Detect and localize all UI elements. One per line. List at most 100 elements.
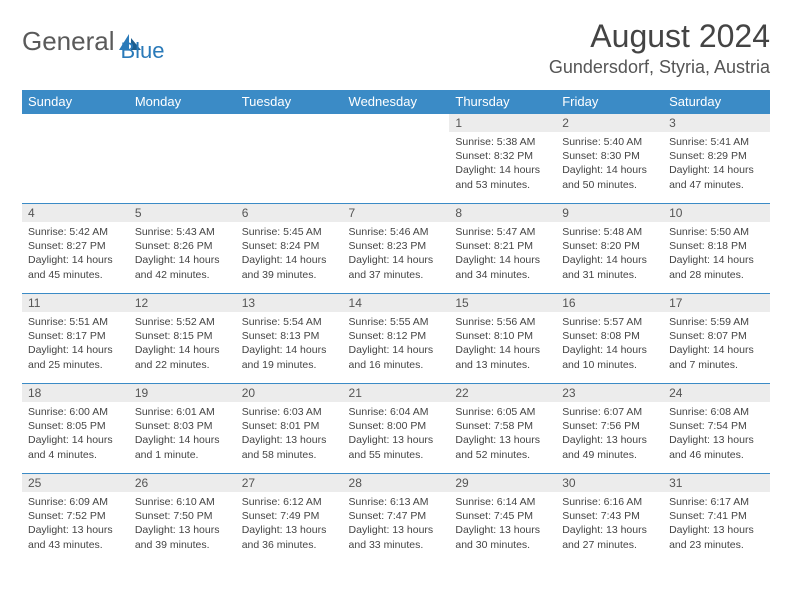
daylight-line: Daylight: 13 hours and 49 minutes. bbox=[562, 433, 657, 461]
daylight-line: Daylight: 13 hours and 55 minutes. bbox=[349, 433, 444, 461]
day-data: Sunrise: 5:55 AMSunset: 8:12 PMDaylight:… bbox=[343, 312, 450, 376]
daylight-line: Daylight: 14 hours and 42 minutes. bbox=[135, 253, 230, 281]
day-number: 17 bbox=[663, 294, 770, 312]
day-data: Sunrise: 5:56 AMSunset: 8:10 PMDaylight:… bbox=[449, 312, 556, 376]
calendar-body: 1Sunrise: 5:38 AMSunset: 8:32 PMDaylight… bbox=[22, 114, 770, 564]
calendar-row: 25Sunrise: 6:09 AMSunset: 7:52 PMDayligh… bbox=[22, 474, 770, 564]
day-cell: 18Sunrise: 6:00 AMSunset: 8:05 PMDayligh… bbox=[22, 384, 129, 474]
weekday-header: Wednesday bbox=[343, 90, 450, 114]
day-number: 10 bbox=[663, 204, 770, 222]
day-number: 18 bbox=[22, 384, 129, 402]
day-data: Sunrise: 6:07 AMSunset: 7:56 PMDaylight:… bbox=[556, 402, 663, 466]
sunset-line: Sunset: 8:15 PM bbox=[135, 329, 230, 343]
logo-text-general: General bbox=[22, 26, 115, 57]
day-data: Sunrise: 5:43 AMSunset: 8:26 PMDaylight:… bbox=[129, 222, 236, 286]
sunset-line: Sunset: 7:52 PM bbox=[28, 509, 123, 523]
sunset-line: Sunset: 7:50 PM bbox=[135, 509, 230, 523]
sunset-line: Sunset: 7:54 PM bbox=[669, 419, 764, 433]
day-data: Sunrise: 6:12 AMSunset: 7:49 PMDaylight:… bbox=[236, 492, 343, 556]
day-cell: 16Sunrise: 5:57 AMSunset: 8:08 PMDayligh… bbox=[556, 294, 663, 384]
day-cell: 8Sunrise: 5:47 AMSunset: 8:21 PMDaylight… bbox=[449, 204, 556, 294]
daylight-line: Daylight: 14 hours and 19 minutes. bbox=[242, 343, 337, 371]
sunrise-line: Sunrise: 6:09 AM bbox=[28, 495, 123, 509]
day-number: 4 bbox=[22, 204, 129, 222]
daylight-line: Daylight: 14 hours and 39 minutes. bbox=[242, 253, 337, 281]
day-data: Sunrise: 5:51 AMSunset: 8:17 PMDaylight:… bbox=[22, 312, 129, 376]
day-data: Sunrise: 5:57 AMSunset: 8:08 PMDaylight:… bbox=[556, 312, 663, 376]
sunrise-line: Sunrise: 5:59 AM bbox=[669, 315, 764, 329]
day-number: 2 bbox=[556, 114, 663, 132]
daylight-line: Daylight: 13 hours and 58 minutes. bbox=[242, 433, 337, 461]
logo: General Blue bbox=[22, 18, 165, 64]
day-data: Sunrise: 6:08 AMSunset: 7:54 PMDaylight:… bbox=[663, 402, 770, 466]
day-number: 26 bbox=[129, 474, 236, 492]
empty-cell bbox=[236, 114, 343, 204]
sunset-line: Sunset: 8:12 PM bbox=[349, 329, 444, 343]
day-data: Sunrise: 6:04 AMSunset: 8:00 PMDaylight:… bbox=[343, 402, 450, 466]
day-number: 21 bbox=[343, 384, 450, 402]
sunrise-line: Sunrise: 6:14 AM bbox=[455, 495, 550, 509]
title-block: August 2024 Gundersdorf, Styria, Austria bbox=[549, 18, 770, 78]
logo-text-blue: Blue bbox=[121, 38, 165, 64]
day-data: Sunrise: 6:01 AMSunset: 8:03 PMDaylight:… bbox=[129, 402, 236, 466]
day-data: Sunrise: 5:59 AMSunset: 8:07 PMDaylight:… bbox=[663, 312, 770, 376]
daylight-line: Daylight: 13 hours and 27 minutes. bbox=[562, 523, 657, 551]
sunset-line: Sunset: 8:08 PM bbox=[562, 329, 657, 343]
day-number: 8 bbox=[449, 204, 556, 222]
daylight-line: Daylight: 14 hours and 50 minutes. bbox=[562, 163, 657, 191]
daylight-line: Daylight: 13 hours and 46 minutes. bbox=[669, 433, 764, 461]
day-data: Sunrise: 5:47 AMSunset: 8:21 PMDaylight:… bbox=[449, 222, 556, 286]
daylight-line: Daylight: 13 hours and 43 minutes. bbox=[28, 523, 123, 551]
day-cell: 29Sunrise: 6:14 AMSunset: 7:45 PMDayligh… bbox=[449, 474, 556, 564]
sunrise-line: Sunrise: 6:16 AM bbox=[562, 495, 657, 509]
day-data: Sunrise: 6:05 AMSunset: 7:58 PMDaylight:… bbox=[449, 402, 556, 466]
weekday-header: Thursday bbox=[449, 90, 556, 114]
month-title: August 2024 bbox=[549, 18, 770, 55]
sunrise-line: Sunrise: 6:17 AM bbox=[669, 495, 764, 509]
day-number: 1 bbox=[449, 114, 556, 132]
sunrise-line: Sunrise: 5:55 AM bbox=[349, 315, 444, 329]
day-number: 31 bbox=[663, 474, 770, 492]
day-number: 11 bbox=[22, 294, 129, 312]
day-number: 6 bbox=[236, 204, 343, 222]
day-number: 30 bbox=[556, 474, 663, 492]
daylight-line: Daylight: 14 hours and 47 minutes. bbox=[669, 163, 764, 191]
weekday-header: Sunday bbox=[22, 90, 129, 114]
daylight-line: Daylight: 14 hours and 4 minutes. bbox=[28, 433, 123, 461]
day-data: Sunrise: 6:00 AMSunset: 8:05 PMDaylight:… bbox=[22, 402, 129, 466]
day-cell: 17Sunrise: 5:59 AMSunset: 8:07 PMDayligh… bbox=[663, 294, 770, 384]
sunrise-line: Sunrise: 5:56 AM bbox=[455, 315, 550, 329]
day-cell: 19Sunrise: 6:01 AMSunset: 8:03 PMDayligh… bbox=[129, 384, 236, 474]
sunset-line: Sunset: 8:20 PM bbox=[562, 239, 657, 253]
daylight-line: Daylight: 14 hours and 13 minutes. bbox=[455, 343, 550, 371]
daylight-line: Daylight: 14 hours and 34 minutes. bbox=[455, 253, 550, 281]
day-data: Sunrise: 5:40 AMSunset: 8:30 PMDaylight:… bbox=[556, 132, 663, 196]
sunset-line: Sunset: 7:47 PM bbox=[349, 509, 444, 523]
day-data: Sunrise: 5:42 AMSunset: 8:27 PMDaylight:… bbox=[22, 222, 129, 286]
daylight-line: Daylight: 13 hours and 23 minutes. bbox=[669, 523, 764, 551]
sunrise-line: Sunrise: 5:38 AM bbox=[455, 135, 550, 149]
daylight-line: Daylight: 14 hours and 53 minutes. bbox=[455, 163, 550, 191]
day-data: Sunrise: 6:14 AMSunset: 7:45 PMDaylight:… bbox=[449, 492, 556, 556]
sunset-line: Sunset: 8:32 PM bbox=[455, 149, 550, 163]
calendar-table: SundayMondayTuesdayWednesdayThursdayFrid… bbox=[22, 90, 770, 564]
daylight-line: Daylight: 13 hours and 52 minutes. bbox=[455, 433, 550, 461]
weekday-header: Saturday bbox=[663, 90, 770, 114]
sunset-line: Sunset: 7:43 PM bbox=[562, 509, 657, 523]
weekday-header: Tuesday bbox=[236, 90, 343, 114]
sunset-line: Sunset: 8:26 PM bbox=[135, 239, 230, 253]
day-data: Sunrise: 6:03 AMSunset: 8:01 PMDaylight:… bbox=[236, 402, 343, 466]
sunrise-line: Sunrise: 5:52 AM bbox=[135, 315, 230, 329]
daylight-line: Daylight: 14 hours and 7 minutes. bbox=[669, 343, 764, 371]
sunrise-line: Sunrise: 6:00 AM bbox=[28, 405, 123, 419]
sunset-line: Sunset: 7:49 PM bbox=[242, 509, 337, 523]
day-data: Sunrise: 5:41 AMSunset: 8:29 PMDaylight:… bbox=[663, 132, 770, 196]
location: Gundersdorf, Styria, Austria bbox=[549, 57, 770, 78]
day-number: 27 bbox=[236, 474, 343, 492]
day-number: 13 bbox=[236, 294, 343, 312]
day-cell: 3Sunrise: 5:41 AMSunset: 8:29 PMDaylight… bbox=[663, 114, 770, 204]
day-number: 5 bbox=[129, 204, 236, 222]
sunset-line: Sunset: 8:27 PM bbox=[28, 239, 123, 253]
sunset-line: Sunset: 8:23 PM bbox=[349, 239, 444, 253]
calendar-row: 1Sunrise: 5:38 AMSunset: 8:32 PMDaylight… bbox=[22, 114, 770, 204]
